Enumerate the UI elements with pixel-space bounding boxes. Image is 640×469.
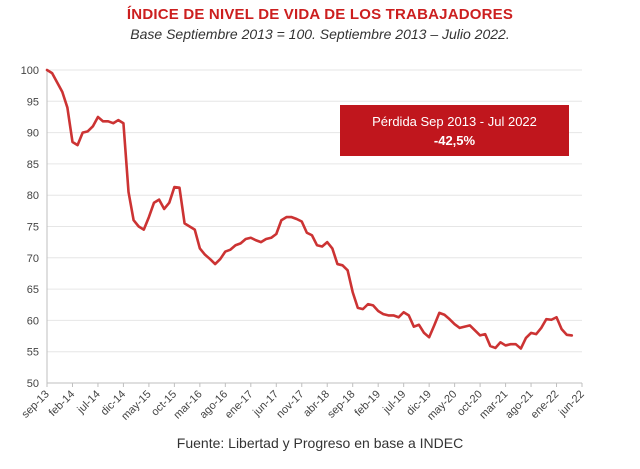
- y-tick-labels: 50 55 60 65 70 75 80 85 90 95 100: [21, 65, 39, 390]
- series-layer: [45, 68, 574, 350]
- x-tick-labels: sep-13feb-14jul-14dic-14may-15oct-15mar-…: [20, 388, 587, 422]
- x-tick-label: feb-19: [352, 388, 383, 419]
- x-tick-label: jul-19: [380, 388, 408, 416]
- y-tick-label: 50: [27, 378, 39, 390]
- series-line-nivel-de-vida: [45, 68, 574, 350]
- y-tick-label: 100: [21, 65, 39, 77]
- y-tick-label: 65: [27, 284, 39, 296]
- x-tick-label: feb-14: [47, 388, 78, 419]
- callout-label: Pérdida Sep 2013 - Jul 2022: [372, 114, 537, 129]
- chart-subtitle: Base Septiembre 2013 = 100. Septiembre 2…: [130, 26, 510, 42]
- x-tick-label: sep-18: [325, 388, 357, 420]
- callout-box: [340, 105, 569, 156]
- y-tick-label: 55: [27, 347, 39, 359]
- chart-source: Fuente: Libertad y Progreso en base a IN…: [176, 435, 464, 451]
- chart-title: ÍNDICE DE NIVEL DE VIDA DE LOS TRABAJADO…: [126, 6, 514, 23]
- x-tick-label: mar-21: [477, 388, 510, 421]
- y-tick-label: 80: [27, 190, 39, 202]
- loss-callout: Pérdida Sep 2013 - Jul 2022 -42,5%: [340, 105, 569, 156]
- x-tick-label: jun-22: [556, 388, 587, 419]
- axes: [46, 70, 583, 387]
- y-tick-label: 70: [27, 253, 39, 265]
- y-grid: [47, 69, 582, 384]
- y-tick-label: 60: [27, 315, 39, 327]
- callout-value: -42,5%: [434, 133, 476, 148]
- x-tick-label: sep-13: [20, 388, 52, 420]
- y-tick-label: 90: [27, 128, 39, 140]
- y-tick-label: 85: [27, 159, 39, 171]
- x-tick-label: mar-16: [172, 388, 205, 421]
- x-tick-label: nov-17: [274, 388, 306, 420]
- x-tick-label: ene-17: [223, 388, 256, 421]
- x-tick-label: ene-22: [529, 388, 562, 421]
- y-tick-label: 75: [27, 222, 39, 234]
- x-tick-label: jul-14: [75, 388, 103, 416]
- y-tick-label: 95: [27, 96, 39, 108]
